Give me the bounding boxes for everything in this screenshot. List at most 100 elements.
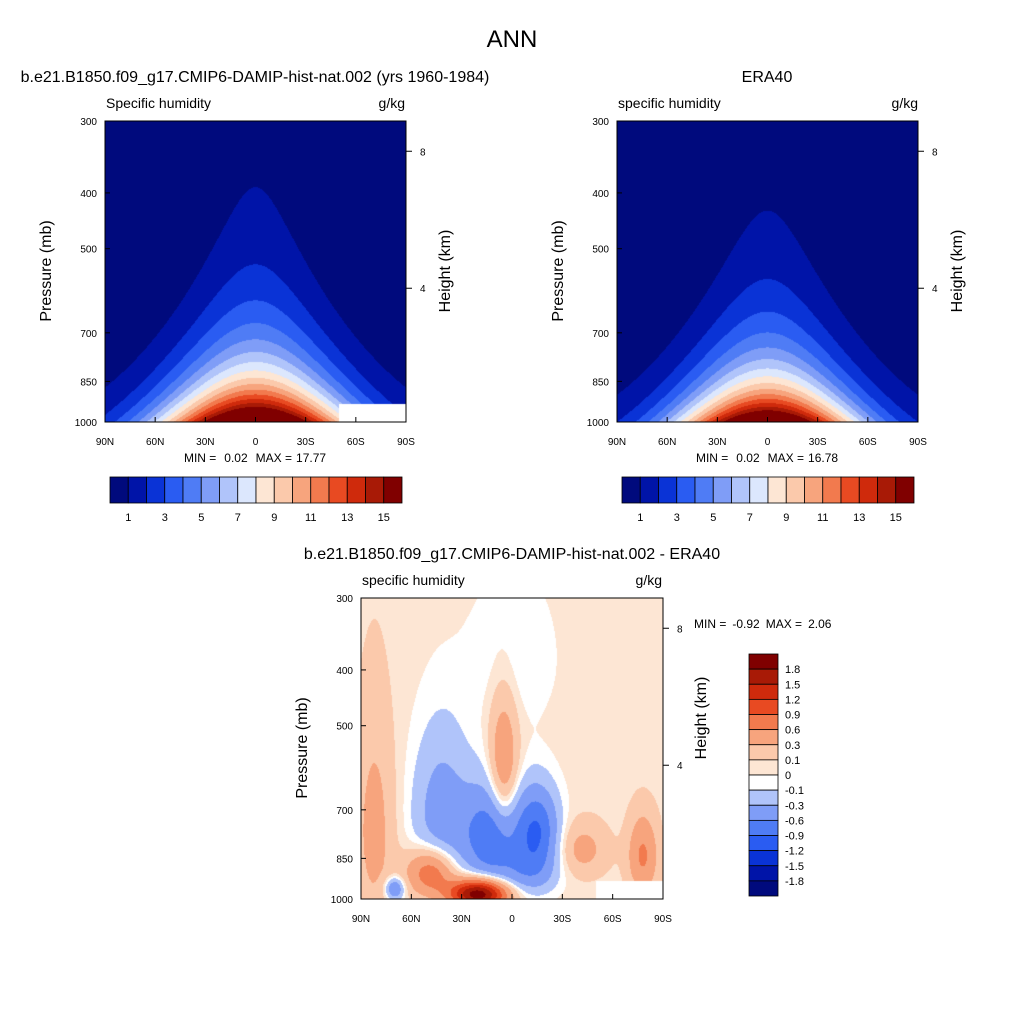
height-ticks: 84	[663, 624, 683, 772]
latitude-ticks: 90N 60N 30N 0 30S 60S 90S	[608, 417, 927, 448]
colorbar-box	[748, 819, 779, 836]
latitude-tick-label: 60S	[859, 437, 877, 448]
colorbar-box	[858, 476, 878, 504]
colorbar-box	[365, 476, 385, 504]
latitude-tick-label: 60N	[402, 914, 420, 925]
y-axis-label: Pressure (mb)	[294, 697, 311, 798]
colorbar-box	[748, 759, 779, 776]
pressure-tick-label: 300	[336, 594, 353, 605]
colorbar-box	[639, 476, 659, 504]
pressure-tick-label: 850	[336, 854, 353, 865]
left-label: Specific humidity	[106, 95, 211, 111]
height-tick-label: 8	[677, 624, 683, 635]
min-max-readout: MIN = -0.92 MAX = 2.06	[694, 617, 832, 631]
colorbar-box	[200, 476, 220, 504]
colorbar-box	[822, 476, 842, 504]
colorbar-box	[237, 476, 257, 504]
colorbar-label: -0.9	[785, 831, 804, 843]
colorbar-box	[804, 476, 824, 504]
latitude-tick-label: 60S	[347, 437, 365, 448]
pressure-tick-label: 400	[336, 666, 353, 677]
y2-axis-label: Height (km)	[437, 230, 454, 313]
colorbar-box	[895, 476, 915, 504]
height-tick-label: 8	[932, 147, 938, 158]
pressure-ticks: 300 400 500 700 850 1000	[75, 117, 110, 429]
colorbar-label: -1.2	[785, 846, 804, 858]
latitude-tick-label: 30N	[452, 914, 470, 925]
height-ticks: 84	[918, 147, 938, 295]
colorbar-box	[273, 476, 293, 504]
colorbar-label: 1.2	[785, 694, 800, 706]
pressure-ticks: 300 400 500 700 850 1000	[587, 117, 622, 429]
right-label: g/kg	[892, 95, 918, 111]
colorbar-box	[182, 476, 202, 504]
colorbar-box	[785, 476, 805, 504]
pressure-tick-label: 500	[592, 245, 609, 256]
left-label: specific humidity	[362, 572, 465, 588]
colorbar-box	[748, 744, 779, 761]
colorbar-label: 0.1	[785, 755, 800, 767]
colorbar-label: 0	[785, 770, 791, 782]
colorbar-label: 3	[162, 512, 168, 524]
figure-title: ANN	[487, 26, 538, 53]
colorbar-label: 5	[198, 512, 204, 524]
latitude-tick-label: 0	[765, 437, 771, 448]
colorbar-box	[127, 476, 147, 504]
colorbar: 1 3 5 7 9 11 13 15	[109, 476, 403, 524]
colorbar: 1.8 1.5 1.2 0.9 0.6 0.3 0.1 0 -0.1 -0.3 -0.6 -0.9 -1…	[748, 653, 804, 897]
right-label: g/kg	[636, 572, 662, 588]
height-ticks: 84	[406, 147, 426, 295]
y-axis-label: Pressure (mb)	[38, 220, 55, 321]
colorbar-box	[328, 476, 348, 504]
colorbar-label: 0.6	[785, 725, 800, 737]
colorbar-box	[748, 668, 779, 685]
colorbar-box	[712, 476, 732, 504]
latitude-tick-label: 30N	[708, 437, 726, 448]
colorbar-box	[164, 476, 184, 504]
colorbar-box	[658, 476, 678, 504]
colorbar-box	[310, 476, 330, 504]
contour-plot	[105, 121, 406, 422]
pressure-tick-label: 500	[80, 245, 97, 256]
latitude-tick-label: 0	[253, 437, 259, 448]
colorbar-box	[748, 880, 779, 897]
colorbar-label: 0.9	[785, 710, 800, 722]
pressure-tick-label: 300	[592, 117, 609, 128]
contour-plot	[361, 598, 663, 899]
colorbar-box	[255, 476, 275, 504]
colorbar-box	[748, 698, 779, 715]
colorbar-label: -1.8	[785, 876, 804, 888]
colorbar-box	[749, 476, 769, 504]
colorbar-box	[840, 476, 860, 504]
colorbar-label: -1.5	[785, 861, 804, 873]
colorbar-box	[109, 476, 129, 504]
latitude-tick-label: 90N	[96, 437, 114, 448]
colorbar-label: 9	[271, 512, 277, 524]
panel-title: b.e21.B1850.f09_g17.CMIP6-DAMIP-hist-nat…	[304, 546, 720, 563]
pressure-tick-label: 300	[80, 117, 97, 128]
colorbar-label: 11	[817, 512, 828, 524]
colorbar-label: 15	[378, 512, 390, 524]
colorbar-label: 11	[305, 512, 316, 524]
latitude-tick-label: 90N	[352, 914, 370, 925]
colorbar-box	[748, 804, 779, 821]
pressure-tick-label: 700	[80, 329, 97, 340]
pressure-ticks: 300 400 500 700 850 1000	[331, 594, 366, 906]
colorbar-box	[219, 476, 239, 504]
colorbar-box	[346, 476, 366, 504]
latitude-tick-label: 90S	[654, 914, 672, 925]
latitude-ticks: 90N 60N 30N 0 30S 60S 90S	[352, 894, 672, 925]
colorbar-label: 1.8	[785, 664, 800, 676]
latitude-tick-label: 30N	[196, 437, 214, 448]
contour-fill	[361, 598, 663, 899]
colorbar-box	[748, 774, 779, 791]
colorbar-label: 7	[747, 512, 753, 524]
colorbar-label: 1.5	[785, 679, 800, 691]
colorbar-box	[292, 476, 312, 504]
colorbar-box	[731, 476, 751, 504]
colorbar-label: 3	[674, 512, 680, 524]
pressure-tick-label: 850	[592, 377, 609, 388]
panel-model: b.e21.B1850.f09_g17.CMIP6-DAMIP-hist-nat…	[21, 69, 490, 524]
min-max-readout: MIN = 0.02 MAX = 16.78	[696, 451, 838, 465]
